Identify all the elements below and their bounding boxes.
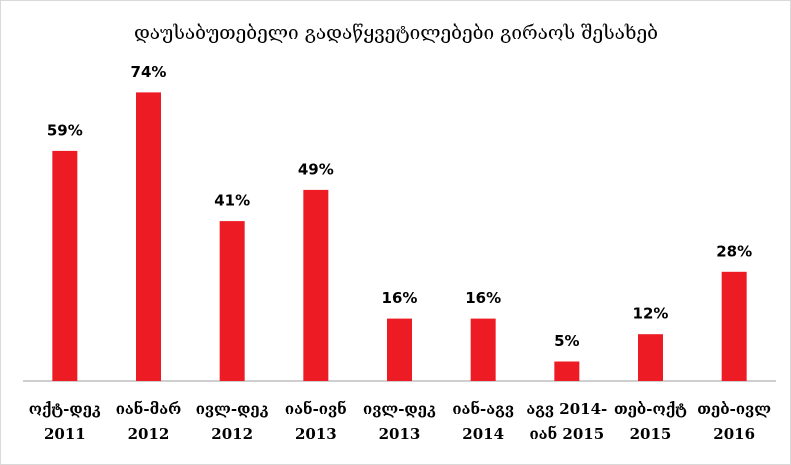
x-tick-label: იან-აგვ 2014 <box>452 400 514 443</box>
x-tick-label: თებ-ოქტ 2015 <box>613 400 687 443</box>
x-tick-label: იან-მარ 2012 <box>115 400 182 443</box>
bar <box>52 150 78 381</box>
data-label: 28% <box>716 242 752 260</box>
bar <box>219 221 245 381</box>
chart-title: დაუსაბუთებელი გადაწყვეტილებები გირაოს შე… <box>134 22 658 44</box>
bar <box>387 318 412 381</box>
data-label: 16% <box>382 289 418 307</box>
x-tick-label: ოქტ-დეკ 2011 <box>28 400 101 443</box>
data-label: 49% <box>298 160 334 178</box>
bar <box>554 361 580 381</box>
data-label: 12% <box>633 305 669 323</box>
x-tick-label: აგვ 2014- იან 2015 <box>526 400 608 443</box>
x-tick-label: იან-ივნ 2013 <box>284 400 347 443</box>
data-label: 16% <box>465 289 501 307</box>
x-tick-label: ივლ-დეკ 2012 <box>195 400 269 443</box>
data-label: 74% <box>131 63 167 81</box>
bar <box>721 271 747 381</box>
bar <box>470 318 496 381</box>
data-label: 41% <box>214 192 250 210</box>
bar <box>136 92 161 382</box>
data-label: 5% <box>554 332 579 350</box>
data-label: 59% <box>47 121 83 139</box>
bar <box>303 189 329 381</box>
x-tick-label: ივლ-დეკ 2013 <box>363 400 436 443</box>
x-tick-label: თებ-ივლ 2016 <box>697 400 772 443</box>
bar <box>638 334 663 381</box>
